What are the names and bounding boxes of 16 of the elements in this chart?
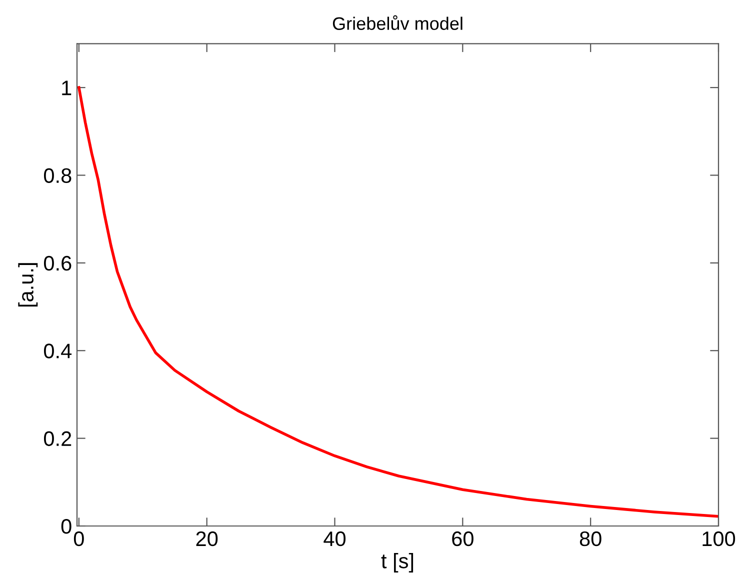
x-axis-title: t [s] xyxy=(381,553,414,572)
x-tick-label: 100 xyxy=(702,531,736,546)
x-tick-label: 80 xyxy=(580,531,602,546)
x-tick-label: 40 xyxy=(324,531,346,546)
y-tick-label: 0.2 xyxy=(44,431,72,446)
y-tick-label: 0.6 xyxy=(44,256,72,271)
x-tick-label: 0 xyxy=(74,531,84,546)
y-axis-title: [a.u.] xyxy=(18,263,38,307)
x-tick-label: 20 xyxy=(196,531,218,546)
y-tick-label: 0.8 xyxy=(44,168,72,183)
chart-title: Griebelův model xyxy=(332,15,462,30)
y-tick-label: 1 xyxy=(62,80,72,96)
line-series xyxy=(78,86,718,518)
x-tick-label: 60 xyxy=(452,531,474,546)
y-tick-label: 0.4 xyxy=(44,344,72,358)
y-tick-label: 0 xyxy=(61,519,72,534)
